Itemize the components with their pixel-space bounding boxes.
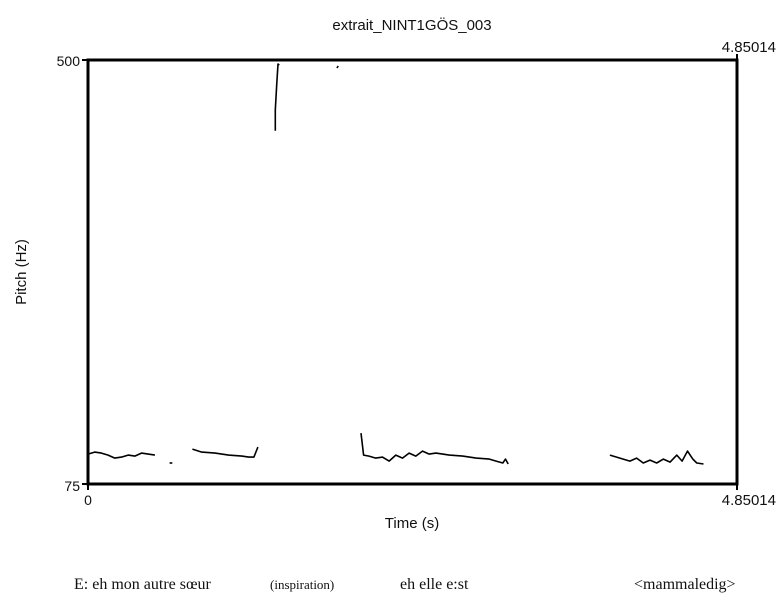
x-tick-0: 0 <box>84 492 92 508</box>
x-axis-label: Time (s) <box>385 515 439 532</box>
y-axis-label: Pitch (Hz) <box>13 239 30 305</box>
plot-frame <box>86 58 739 486</box>
pitch-segment-5 <box>336 65 339 69</box>
pitch-segment-7 <box>609 450 704 465</box>
pitch-series-layer <box>87 63 704 465</box>
pitch-segment-3 <box>192 446 259 458</box>
caption-tag: <mammaledig> <box>634 576 736 593</box>
x-max-top-label: 4.85014 <box>722 39 776 56</box>
caption-speaker-text: E: eh mon autre sœur <box>74 576 211 593</box>
y-tick-500: 500 <box>57 53 81 69</box>
pitch-segment-6 <box>360 433 509 465</box>
caption-inspiration: (inspiration) <box>270 577 335 592</box>
pitch-segment-4 <box>274 63 280 131</box>
y-tick-75: 75 <box>64 478 80 494</box>
x-max-bottom-label: 4.85014 <box>722 492 776 509</box>
pitch-segment-1 <box>87 451 156 459</box>
caption-continuation: eh elle e:st <box>400 576 469 593</box>
pitch-chart: extrait_NINT1GÖS_003 4.85014 500 75 Pitc… <box>13 16 776 532</box>
chart-title: extrait_NINT1GÖS_003 <box>332 16 491 34</box>
